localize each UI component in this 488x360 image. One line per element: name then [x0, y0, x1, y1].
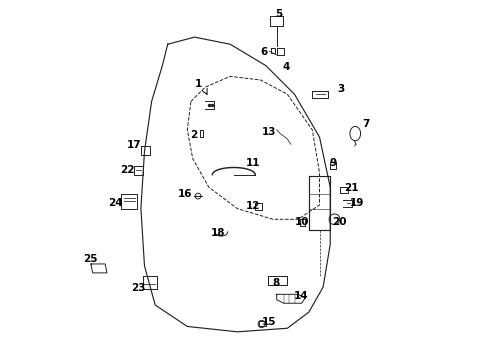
Text: 18: 18 [210, 228, 224, 238]
Text: 10: 10 [294, 217, 308, 227]
Text: 13: 13 [261, 127, 276, 137]
Text: 15: 15 [262, 317, 276, 327]
Text: 19: 19 [349, 198, 364, 207]
Text: 4: 4 [282, 62, 289, 72]
Text: 11: 11 [245, 158, 260, 168]
Text: 5: 5 [275, 9, 282, 19]
Text: 20: 20 [331, 217, 346, 227]
Text: 12: 12 [245, 201, 260, 211]
Text: 9: 9 [329, 158, 336, 168]
Text: 6: 6 [260, 48, 267, 58]
Text: 7: 7 [362, 118, 369, 129]
Text: 25: 25 [83, 254, 97, 264]
Text: 24: 24 [108, 198, 123, 208]
Text: 1: 1 [194, 79, 201, 89]
Text: 21: 21 [344, 183, 358, 193]
Text: 14: 14 [293, 291, 307, 301]
Text: 8: 8 [272, 278, 279, 288]
Text: 22: 22 [120, 165, 135, 175]
Text: 2: 2 [190, 130, 197, 140]
Text: 17: 17 [127, 140, 142, 150]
Text: 3: 3 [337, 84, 344, 94]
Text: 16: 16 [177, 189, 192, 199]
Text: 23: 23 [130, 283, 145, 293]
